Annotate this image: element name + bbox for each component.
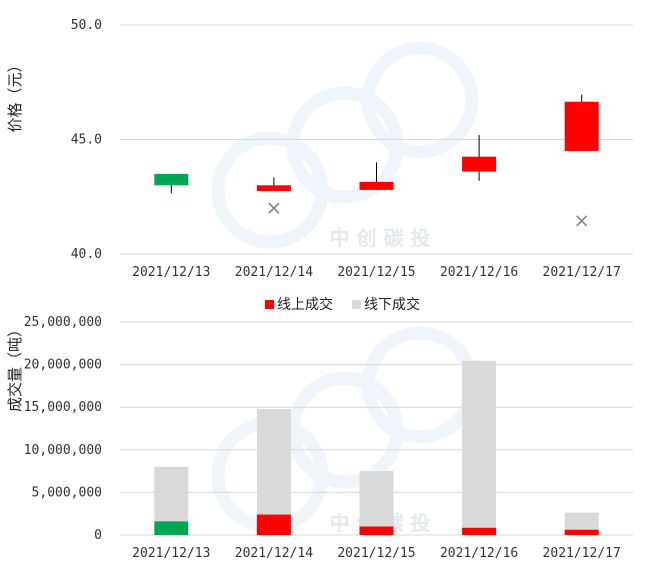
bar-offline [462, 360, 497, 528]
volume-y-axis-label: 成交量（吨） [6, 322, 24, 412]
volume-x-ticks: 2021/12/13 2021/12/14 2021/12/15 2021/12/16… [132, 546, 621, 561]
price-y-tick-label: 40.0 [71, 247, 102, 262]
volume-y-tick-label: 25,000,000 [24, 315, 102, 330]
price-x-tick-label: 2021/12/13 [132, 265, 210, 280]
volume-chart: 线上成交 线下成交 0 5,000,000 10,000,000 15,000,000… [6, 296, 633, 561]
candle [564, 94, 599, 151]
volume-x-tick-label: 2021/12/16 [440, 546, 518, 561]
price-x-tick-label: 2021/12/16 [440, 265, 518, 280]
bar-offline [359, 471, 394, 527]
watermark-logo: 中 创 碳 投 [211, 326, 479, 535]
price-x-ticks: 2021/12/13 2021/12/14 2021/12/15 2021/12/16… [132, 265, 621, 280]
volume-y-tick-label: 20,000,000 [24, 358, 102, 373]
bar-online [462, 527, 497, 535]
volume-y-tick-label: 10,000,000 [24, 443, 102, 458]
price-x-marker [268, 202, 280, 214]
candle [462, 134, 497, 181]
price-candles [154, 94, 599, 194]
legend-label-online: 线上成交 [277, 296, 333, 313]
candle [359, 162, 394, 190]
volume-x-tick-label: 2021/12/15 [337, 546, 415, 561]
candle-body [154, 173, 189, 186]
price-y-tick-label: 50.0 [71, 18, 102, 33]
volume-x-tick-label: 2021/12/14 [235, 546, 313, 561]
candle-body [462, 156, 497, 172]
candle-body [256, 185, 291, 192]
price-grid [120, 24, 633, 255]
bar-offline [564, 512, 599, 530]
bar-online [154, 521, 189, 535]
bar-online [564, 529, 599, 535]
price-chart: 40.045.050.0 2021/12/13 2021/12/14 2021/12… [6, 18, 633, 280]
watermark-layer: 中 创 碳 投中 创 碳 投 [211, 41, 479, 535]
price-markers [268, 202, 588, 227]
volume-x-tick-label: 2021/12/13 [132, 546, 210, 561]
price-x-tick-label: 2021/12/14 [235, 265, 313, 280]
price-y-tick-label: 45.0 [71, 133, 102, 148]
volume-legend: 线上成交 线下成交 [265, 296, 420, 313]
legend-swatch-online [265, 300, 274, 309]
price-x-tick-label: 2021/12/15 [337, 265, 415, 280]
candle-body [564, 101, 599, 151]
legend-label-offline: 线下成交 [364, 296, 420, 313]
bar-online [359, 526, 394, 535]
price-x-tick-label: 2021/12/17 [543, 265, 621, 280]
legend-swatch-offline [352, 300, 361, 309]
volume-y-tick-label: 5,000,000 [32, 485, 102, 500]
price-y-axis-label: 价格（元） [6, 57, 24, 132]
volume-y-tick-label: 15,000,000 [24, 400, 102, 415]
bar-offline [256, 408, 291, 515]
price-x-marker [576, 215, 588, 227]
watermark-brand: 中 创 碳 投 [330, 226, 431, 250]
candle [154, 173, 189, 194]
bar-offline [154, 466, 189, 522]
volume-bars [154, 360, 599, 535]
volume-y-ticks: 0 5,000,000 10,000,000 15,000,000 20,000,000… [24, 315, 102, 543]
watermark-logo: 中 创 碳 投 [211, 41, 479, 250]
candle-body [359, 181, 394, 190]
bar-online [256, 514, 291, 535]
volume-x-tick-label: 2021/12/17 [543, 546, 621, 561]
candle [256, 177, 291, 192]
volume-y-tick-label: 0 [94, 528, 102, 543]
price-y-ticks: 40.0 45.0 50.0 [71, 18, 102, 262]
